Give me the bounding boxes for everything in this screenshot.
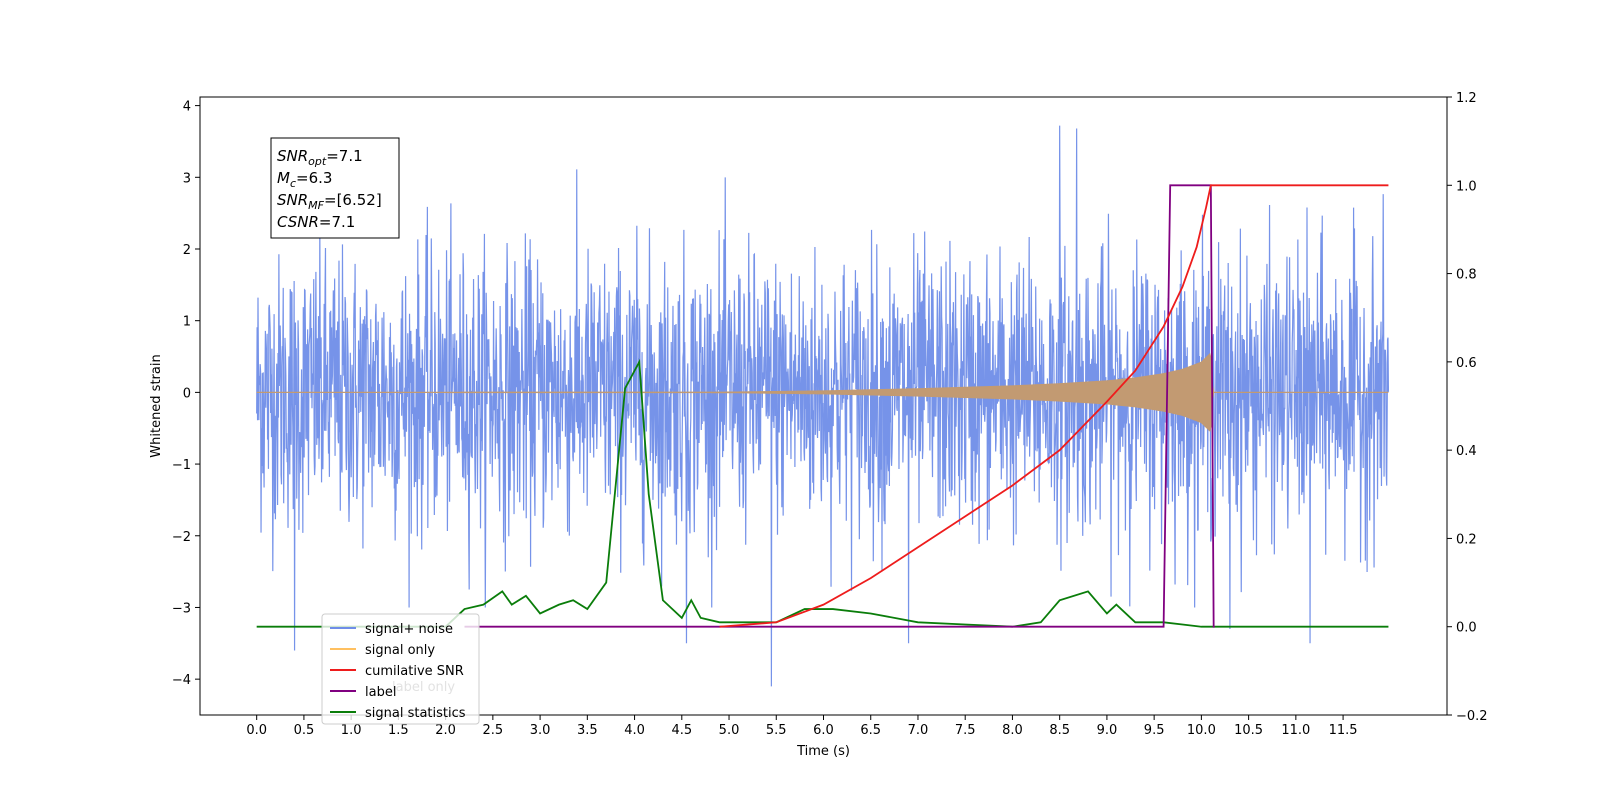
y-tick-label-right: −0.2 — [1456, 709, 1488, 724]
annotation-line: Mc=6.3 — [277, 169, 332, 190]
y-tick-label-right: 1.2 — [1456, 91, 1477, 106]
y-tick-label-right: 0.4 — [1456, 444, 1477, 459]
x-tick-label: 8.0 — [1002, 723, 1023, 738]
x-tick-label: 4.0 — [624, 723, 645, 738]
annotation-symbol: M — [277, 169, 290, 187]
series-cumulative-snr — [719, 184, 1389, 628]
x-tick-label: 3.5 — [577, 723, 598, 738]
annotation-frame — [270, 137, 400, 239]
x-tick-label: 2.5 — [483, 723, 504, 738]
x-tick-label: 1.0 — [341, 723, 362, 738]
annotation-line: CSNR=7.1 — [277, 213, 355, 231]
annotation-line: SNRMF=[6.52] — [277, 191, 382, 212]
legend-label: signal only — [365, 643, 435, 658]
series-signal-statistics — [256, 358, 1389, 628]
annotation-value: =6.3 — [296, 169, 332, 187]
x-tick-label: 0.0 — [246, 723, 267, 738]
legend-label: label — [365, 685, 396, 700]
annotation-subscript: c — [290, 177, 296, 190]
ticks: 0.0 0.5 1.0 1.5 2.0 2.5 3.0 3.5 4.0 4.5 5.0 5.5 6.0 6… — [172, 91, 1488, 738]
x-tick-label: 11.5 — [1329, 723, 1358, 738]
series-signal-plus-noise — [256, 125, 1390, 687]
y-tick-label-left: −1 — [172, 458, 191, 473]
x-tick-label: 1.5 — [388, 723, 409, 738]
annotation-line: SNRopt=7.1 — [277, 147, 363, 168]
x-tick-label: 2.0 — [435, 723, 456, 738]
x-tick-label: 11.0 — [1281, 723, 1310, 738]
legend-frame — [321, 613, 480, 725]
annotation-value: =7.1 — [319, 213, 355, 231]
y-tick-label-right: 1.0 — [1456, 179, 1477, 194]
x-tick-label: 7.0 — [908, 723, 929, 738]
x-tick-label: 5.0 — [719, 723, 740, 738]
series-label — [464, 184, 1215, 628]
x-tick-label: 9.0 — [1097, 723, 1118, 738]
y-tick-label-left: 3 — [183, 171, 191, 186]
x-tick-label: 0.5 — [294, 723, 315, 738]
y-tick-label-left: 1 — [183, 315, 191, 330]
annotation-subscript: opt — [308, 155, 327, 168]
legend-hidden-label: label only — [392, 680, 455, 695]
annotation-value: =[6.52] — [324, 191, 382, 209]
x-tick-label: 6.5 — [860, 723, 881, 738]
y-tick-label-right: 0.8 — [1456, 268, 1477, 283]
y-tick-label-right: 0.2 — [1456, 532, 1477, 547]
annotation-symbol: SNR — [277, 191, 308, 209]
x-tick-label: 9.5 — [1144, 723, 1165, 738]
y-tick-label-left: −3 — [172, 601, 191, 616]
legend-label: signal+ noise — [365, 622, 453, 637]
x-axis-label: Time (s) — [796, 744, 850, 759]
annotation-subscript: MF — [308, 199, 324, 212]
plot-area — [256, 125, 1390, 687]
y-tick-label-right: 0.0 — [1456, 621, 1477, 636]
y-tick-label-left: 2 — [183, 243, 191, 258]
y-tick-label-left: −4 — [172, 673, 191, 688]
annotation-symbol: SNR — [277, 147, 308, 165]
x-tick-label: 6.0 — [813, 723, 834, 738]
x-tick-label: 5.5 — [766, 723, 787, 738]
y-tick-label-left: 0 — [183, 386, 191, 401]
annotation-symbol: CSNR — [277, 213, 319, 231]
x-tick-label: 3.0 — [530, 723, 551, 738]
y-tick-label-left: −2 — [172, 530, 191, 545]
legend-label: signal statistics — [365, 706, 466, 721]
x-tick-label: 4.5 — [671, 723, 692, 738]
series-signal-only — [256, 352, 1389, 433]
x-tick-label: 8.5 — [1049, 723, 1070, 738]
x-tick-label: 10.5 — [1234, 723, 1263, 738]
legend: label only signal+ noise signal only cumila… — [321, 613, 480, 725]
y-axis-label-left: Whitened strain — [149, 354, 164, 457]
y-tick-label-right: 0.6 — [1456, 356, 1477, 371]
legend-label: cumilative SNR — [365, 664, 464, 679]
x-tick-label: 7.5 — [955, 723, 976, 738]
annotation-value: =7.1 — [326, 147, 362, 165]
y-tick-label-left: 4 — [183, 100, 191, 115]
x-tick-label: 10.0 — [1187, 723, 1216, 738]
